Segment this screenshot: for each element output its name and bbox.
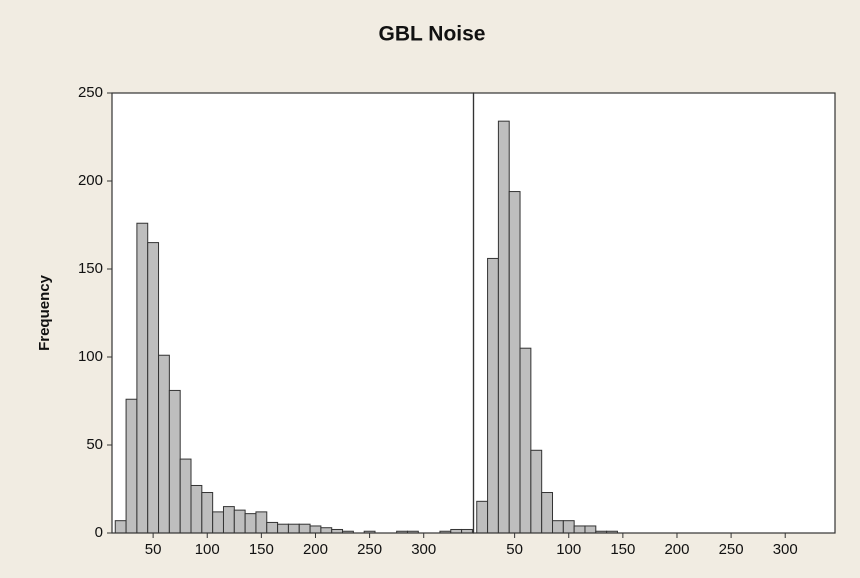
bar	[497, 120, 510, 534]
bar	[158, 354, 170, 534]
bar	[541, 492, 554, 534]
x-tick-label: 100	[556, 541, 581, 558]
bar	[201, 492, 214, 534]
y-tick-label: 200	[78, 172, 103, 189]
y-tick-label: 0	[95, 524, 103, 541]
bar	[287, 523, 300, 534]
x-tick-label: 250	[357, 541, 382, 558]
panel-frame	[472, 92, 836, 534]
bar	[125, 398, 138, 534]
bar	[233, 509, 246, 534]
x-tick-label: 300	[411, 541, 436, 558]
bar	[114, 520, 127, 534]
bar	[573, 525, 586, 534]
chart-title: GBL Noise	[379, 23, 486, 46]
bar	[266, 521, 279, 534]
x-tick-label: 150	[249, 541, 274, 558]
bar	[309, 525, 322, 534]
bar	[320, 527, 333, 534]
x-tick-label: 300	[773, 541, 798, 558]
y-tick-label: 150	[78, 260, 103, 277]
bar	[190, 484, 203, 534]
bar	[476, 500, 489, 534]
bar	[530, 449, 543, 534]
x-tick-label: 100	[195, 541, 220, 558]
bar	[552, 520, 564, 534]
bar	[562, 520, 575, 534]
bar	[147, 242, 160, 534]
x-tick-label: 50	[145, 541, 162, 558]
bar	[222, 506, 235, 534]
bar	[277, 523, 289, 534]
x-tick-label: 250	[719, 541, 744, 558]
x-tick-label: 50	[506, 541, 523, 558]
bar	[255, 511, 268, 534]
y-tick-label: 100	[78, 348, 103, 365]
bar	[168, 389, 181, 534]
y-axis-label: Frequency	[36, 274, 53, 351]
bar	[136, 222, 149, 534]
y-tick-label: 50	[86, 436, 103, 453]
bar	[244, 513, 257, 534]
bar	[584, 525, 597, 534]
x-tick-label: 200	[664, 541, 689, 558]
bar	[179, 458, 192, 534]
bar	[212, 511, 224, 534]
bar	[298, 523, 311, 534]
y-tick-label: 250	[78, 84, 103, 101]
bar	[519, 347, 532, 534]
x-tick-label: 200	[303, 541, 328, 558]
bar	[508, 191, 521, 534]
bar	[487, 257, 499, 534]
x-tick-label: 150	[610, 541, 635, 558]
